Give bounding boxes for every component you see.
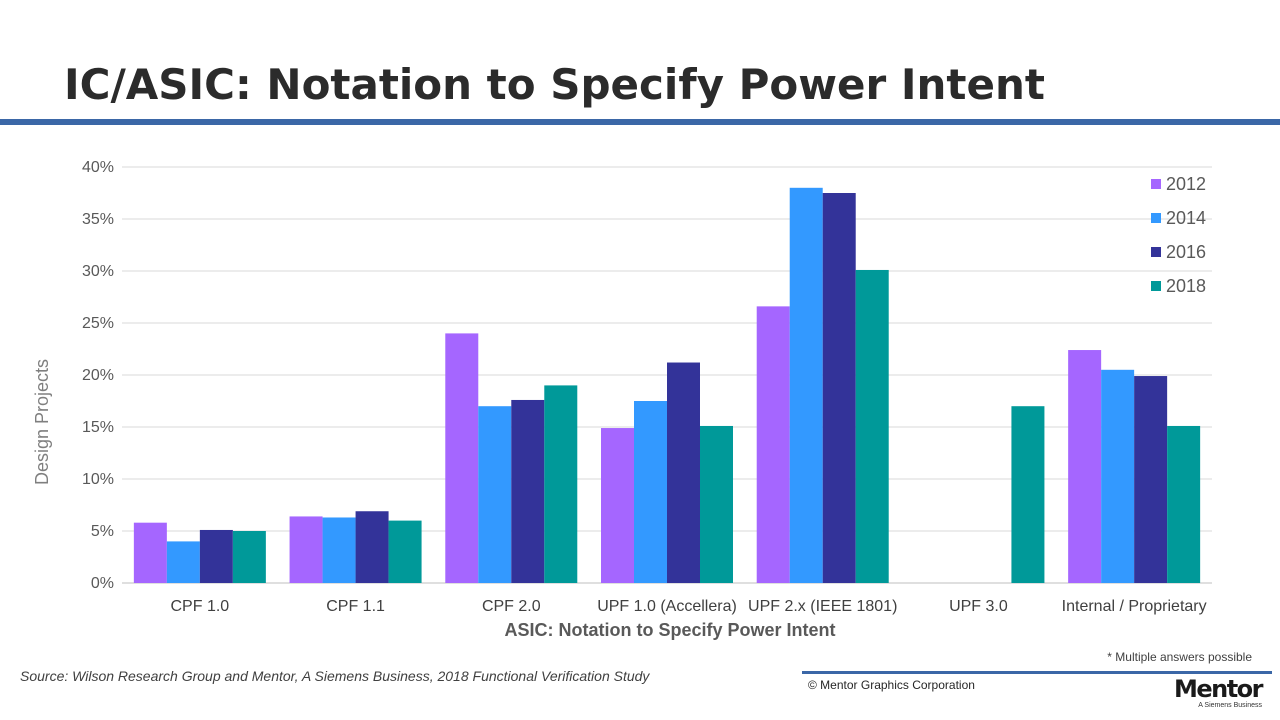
y-tick-label: 25% — [82, 315, 114, 332]
legend-swatch-2014 — [1151, 213, 1161, 223]
bar-2012 — [601, 428, 634, 583]
bar-2016 — [199, 529, 233, 583]
bar-2018 — [544, 385, 578, 583]
logo-wordmark: Mentor — [1173, 675, 1264, 703]
x-category-label: UPF 2.x (IEEE 1801) — [748, 598, 897, 615]
x-category-label: CPF 1.0 — [171, 598, 230, 615]
x-category-label: CPF 2.0 — [482, 598, 541, 615]
bar-2012 — [133, 522, 167, 583]
bar-2016 — [667, 362, 700, 583]
bar-2014 — [789, 187, 823, 584]
y-tick-label: 30% — [82, 263, 114, 280]
slide-title: IC/ASIC: Notation to Specify Power Inten… — [64, 60, 1045, 109]
x-category-label: UPF 3.0 — [949, 598, 1008, 615]
y-tick-label: 5% — [91, 523, 114, 540]
legend-label-2012: 2012 — [1166, 174, 1206, 194]
y-tick-label: 40% — [82, 159, 114, 176]
bar-2016 — [511, 399, 545, 583]
y-tick-label: 15% — [82, 419, 114, 436]
bar-2014 — [166, 541, 200, 583]
x-category-label: Internal / Proprietary — [1062, 598, 1207, 615]
y-tick-label: 0% — [91, 575, 114, 592]
bar-2018 — [388, 520, 422, 583]
legend-swatch-2016 — [1151, 247, 1161, 257]
bar-2016 — [822, 193, 856, 583]
legend-label-2014: 2014 — [1166, 208, 1206, 228]
x-category-label: CPF 1.1 — [326, 598, 385, 615]
y-tick-label: 20% — [82, 367, 114, 384]
bar-2014 — [322, 517, 356, 583]
logo-tagline: A Siemens Business — [1198, 702, 1262, 709]
y-axis-ticks: 0% 5% 10% 15% 20% 25% 30% 35% 40% — [82, 159, 114, 592]
bar-2014 — [478, 406, 512, 583]
bars — [133, 187, 1201, 584]
bar-2014 — [634, 401, 667, 583]
bar-2018 — [232, 531, 266, 583]
bar-2012 — [756, 306, 790, 583]
legend-label-2016: 2016 — [1166, 242, 1206, 262]
bar-2012 — [1068, 350, 1102, 583]
x-axis-title: ASIC: Notation to Specify Power Intent — [504, 620, 835, 640]
bar-2014 — [1101, 369, 1135, 583]
y-axis-title: Design Projects — [32, 359, 52, 485]
copyright: © Mentor Graphics Corporation — [808, 678, 975, 692]
mentor-logo: Mentor A Siemens Business — [1162, 675, 1264, 710]
bar-2018 — [1167, 425, 1201, 583]
bar-2016 — [355, 511, 389, 583]
y-tick-label: 10% — [82, 471, 114, 488]
bar-2012 — [289, 516, 323, 583]
bar-2018 — [700, 425, 733, 583]
bar-2018 — [855, 269, 889, 583]
bar-2018 — [1011, 406, 1045, 583]
legend: 2012 2014 2016 2018 — [1151, 174, 1206, 296]
legend-label-2018: 2018 — [1166, 276, 1206, 296]
footer-rule — [802, 671, 1272, 674]
legend-swatch-2018 — [1151, 281, 1161, 291]
bar-2016 — [1134, 376, 1168, 583]
y-tick-label: 35% — [82, 211, 114, 228]
bar-chart: 0% 5% 10% 15% 20% 25% 30% 35% 40% CPF 1.0 CPF 1.1… — [32, 159, 1212, 640]
footnote: * Multiple answers possible — [1107, 650, 1252, 664]
title-rule — [0, 119, 1280, 125]
bar-2012 — [445, 333, 479, 583]
legend-swatch-2012 — [1151, 179, 1161, 189]
x-category-label: UPF 1.0 (Accellera) — [597, 598, 737, 615]
source-citation: Source: Wilson Research Group and Mentor… — [20, 668, 650, 684]
x-axis-categories: CPF 1.0 CPF 1.1 CPF 2.0 UPF 1.0 (Accellera)… — [171, 598, 1207, 615]
